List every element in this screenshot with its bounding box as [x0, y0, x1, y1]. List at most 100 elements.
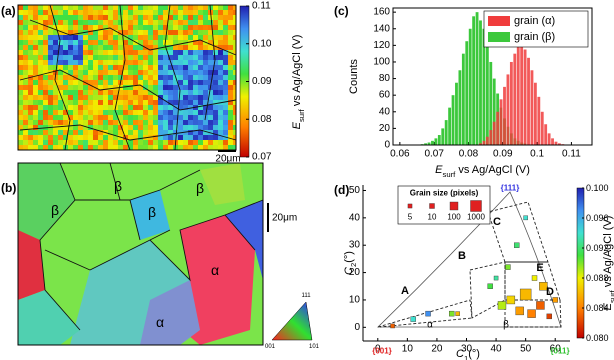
- map-pixel: [203, 85, 208, 90]
- map-pixel: [193, 55, 198, 60]
- map-pixel: [153, 30, 158, 35]
- map-pixel: [233, 25, 236, 30]
- grain-marker: [531, 275, 538, 281]
- map-pixel: [28, 135, 33, 140]
- map-pixel: [198, 110, 203, 115]
- map-frame: [17, 4, 237, 151]
- map-pixel: [33, 50, 38, 55]
- map-pixel: [118, 75, 123, 80]
- map-pixel: [138, 35, 143, 40]
- map-pixel: [113, 40, 118, 45]
- map-pixel: [128, 30, 133, 35]
- map-pixel: [133, 5, 138, 10]
- grain-marker: [487, 283, 493, 289]
- map-pixel: [168, 135, 173, 140]
- map-pixel: [228, 60, 233, 65]
- map-pixel: [188, 55, 193, 60]
- map-pixel: [203, 80, 208, 85]
- x-axis-title: C1(°): [456, 348, 480, 360]
- map-pixel: [158, 135, 163, 140]
- map-pixel: [88, 55, 93, 60]
- map-pixel: [163, 145, 168, 150]
- map-pixel: [123, 105, 128, 110]
- map-pixel: [198, 70, 203, 75]
- map-pixel: [118, 120, 123, 125]
- region-outline: [487, 201, 549, 263]
- map-pixel: [43, 130, 48, 135]
- map-pixel: [123, 80, 128, 85]
- map-pixel: [188, 65, 193, 70]
- map-pixel: [153, 50, 158, 55]
- map-pixel: [208, 110, 213, 115]
- map-pixel: [68, 105, 73, 110]
- map-pixel: [103, 100, 108, 105]
- colorbar: [576, 187, 585, 339]
- grain-marker: [519, 288, 532, 301]
- map-pixel: [193, 15, 198, 20]
- map-pixel: [78, 105, 83, 110]
- map-pixel: [73, 105, 78, 110]
- legend-label: grain (α): [514, 15, 555, 27]
- map-pixel: [143, 5, 148, 10]
- map-pixel: [148, 30, 153, 35]
- map-pixel: [203, 5, 208, 10]
- grain-boundaries: [19, 4, 237, 151]
- map-pixel: [218, 75, 223, 80]
- pole-label: {111}: [501, 184, 520, 193]
- map-pixel: [33, 130, 38, 135]
- map-pixel: [68, 110, 73, 115]
- map-pixel: [188, 110, 193, 115]
- map-pixel: [163, 140, 168, 145]
- map-pixel: [53, 20, 58, 25]
- bar: [540, 111, 544, 145]
- map-pixel: [158, 120, 163, 125]
- map-pixel: [163, 90, 168, 95]
- boundary-lines: [19, 4, 237, 151]
- map-pixel: [173, 110, 178, 115]
- map-pixel: [138, 130, 143, 135]
- map-pixel: [138, 110, 143, 115]
- map-pixel: [93, 55, 98, 60]
- map-pixel: [213, 25, 218, 30]
- map-pixel: [198, 95, 203, 100]
- map-pixel: [103, 25, 108, 30]
- map-pixel: [188, 115, 193, 120]
- map-pixel: [168, 45, 173, 50]
- map-pixel: [193, 10, 198, 15]
- map-pixel: [38, 65, 43, 70]
- map-pixel: [43, 45, 48, 50]
- grain-marker: [536, 301, 545, 310]
- map-pixel: [203, 60, 208, 65]
- x-axis-title-main: E: [435, 164, 443, 176]
- map-pixel: [183, 25, 188, 30]
- map-pixel: [63, 55, 68, 60]
- map-pixel: [98, 50, 103, 55]
- map-pixel: [143, 35, 148, 40]
- map-pixel: [188, 85, 193, 90]
- map-pixel: [53, 35, 58, 40]
- map-pixel: [83, 70, 88, 75]
- map-pixel: [63, 25, 68, 30]
- map-pixel: [188, 5, 193, 10]
- map-pixel: [158, 10, 163, 15]
- map-pixel: [113, 125, 118, 130]
- map-pixel: [58, 120, 63, 125]
- map-pixel: [143, 80, 148, 85]
- map-pixel: [148, 15, 153, 20]
- map-pixel: [133, 95, 138, 100]
- phase-label: α: [427, 320, 433, 331]
- map-pixel: [103, 65, 108, 70]
- map-pixel: [133, 125, 138, 130]
- map-pixel: [58, 45, 63, 50]
- map-pixel: [133, 80, 138, 85]
- map-pixel: [128, 20, 133, 25]
- map-pixel: [133, 140, 138, 145]
- map-pixel: [18, 120, 23, 125]
- map-pixel: [88, 140, 93, 145]
- map-pixel: [63, 95, 68, 100]
- map-pixel: [193, 125, 198, 130]
- map-pixel: [98, 65, 103, 70]
- map-pixel: [18, 140, 23, 145]
- map-pixel: [228, 75, 233, 80]
- map-pixel: [228, 35, 233, 40]
